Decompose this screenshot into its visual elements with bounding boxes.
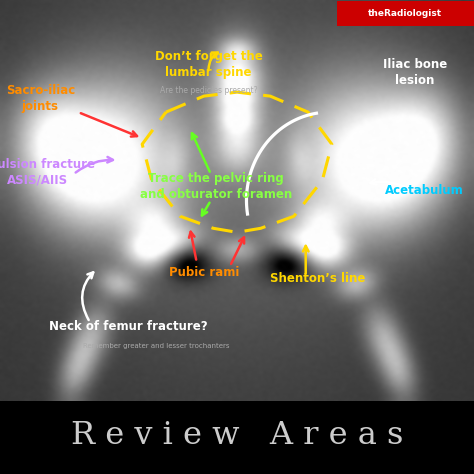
Text: Remember greater and lesser trochanters: Remember greater and lesser trochanters: [83, 344, 230, 349]
Text: Pubic rami: Pubic rami: [169, 266, 239, 279]
Text: Are the pedicles present?: Are the pedicles present?: [160, 86, 257, 95]
Text: theRadiologist: theRadiologist: [368, 9, 442, 18]
Text: R e v i e w   A r e a s: R e v i e w A r e a s: [71, 420, 403, 451]
Text: Sacro-iliac
joints: Sacro-iliac joints: [6, 83, 75, 113]
Text: Iliac bone
lesion: Iliac bone lesion: [383, 58, 447, 87]
Text: Avulsion fracture
ASIS/AIIS: Avulsion fracture ASIS/AIIS: [0, 158, 95, 187]
Text: Neck of femur fracture?: Neck of femur fracture?: [49, 320, 207, 333]
Text: Shenton’s line: Shenton’s line: [270, 272, 365, 285]
FancyBboxPatch shape: [337, 1, 474, 26]
Text: Acetabulum: Acetabulum: [385, 184, 464, 197]
Text: Trace the pelvic ring
and obturator foramen: Trace the pelvic ring and obturator fora…: [139, 172, 292, 201]
Text: Don’t forget the
lumbar spine: Don’t forget the lumbar spine: [155, 50, 263, 79]
